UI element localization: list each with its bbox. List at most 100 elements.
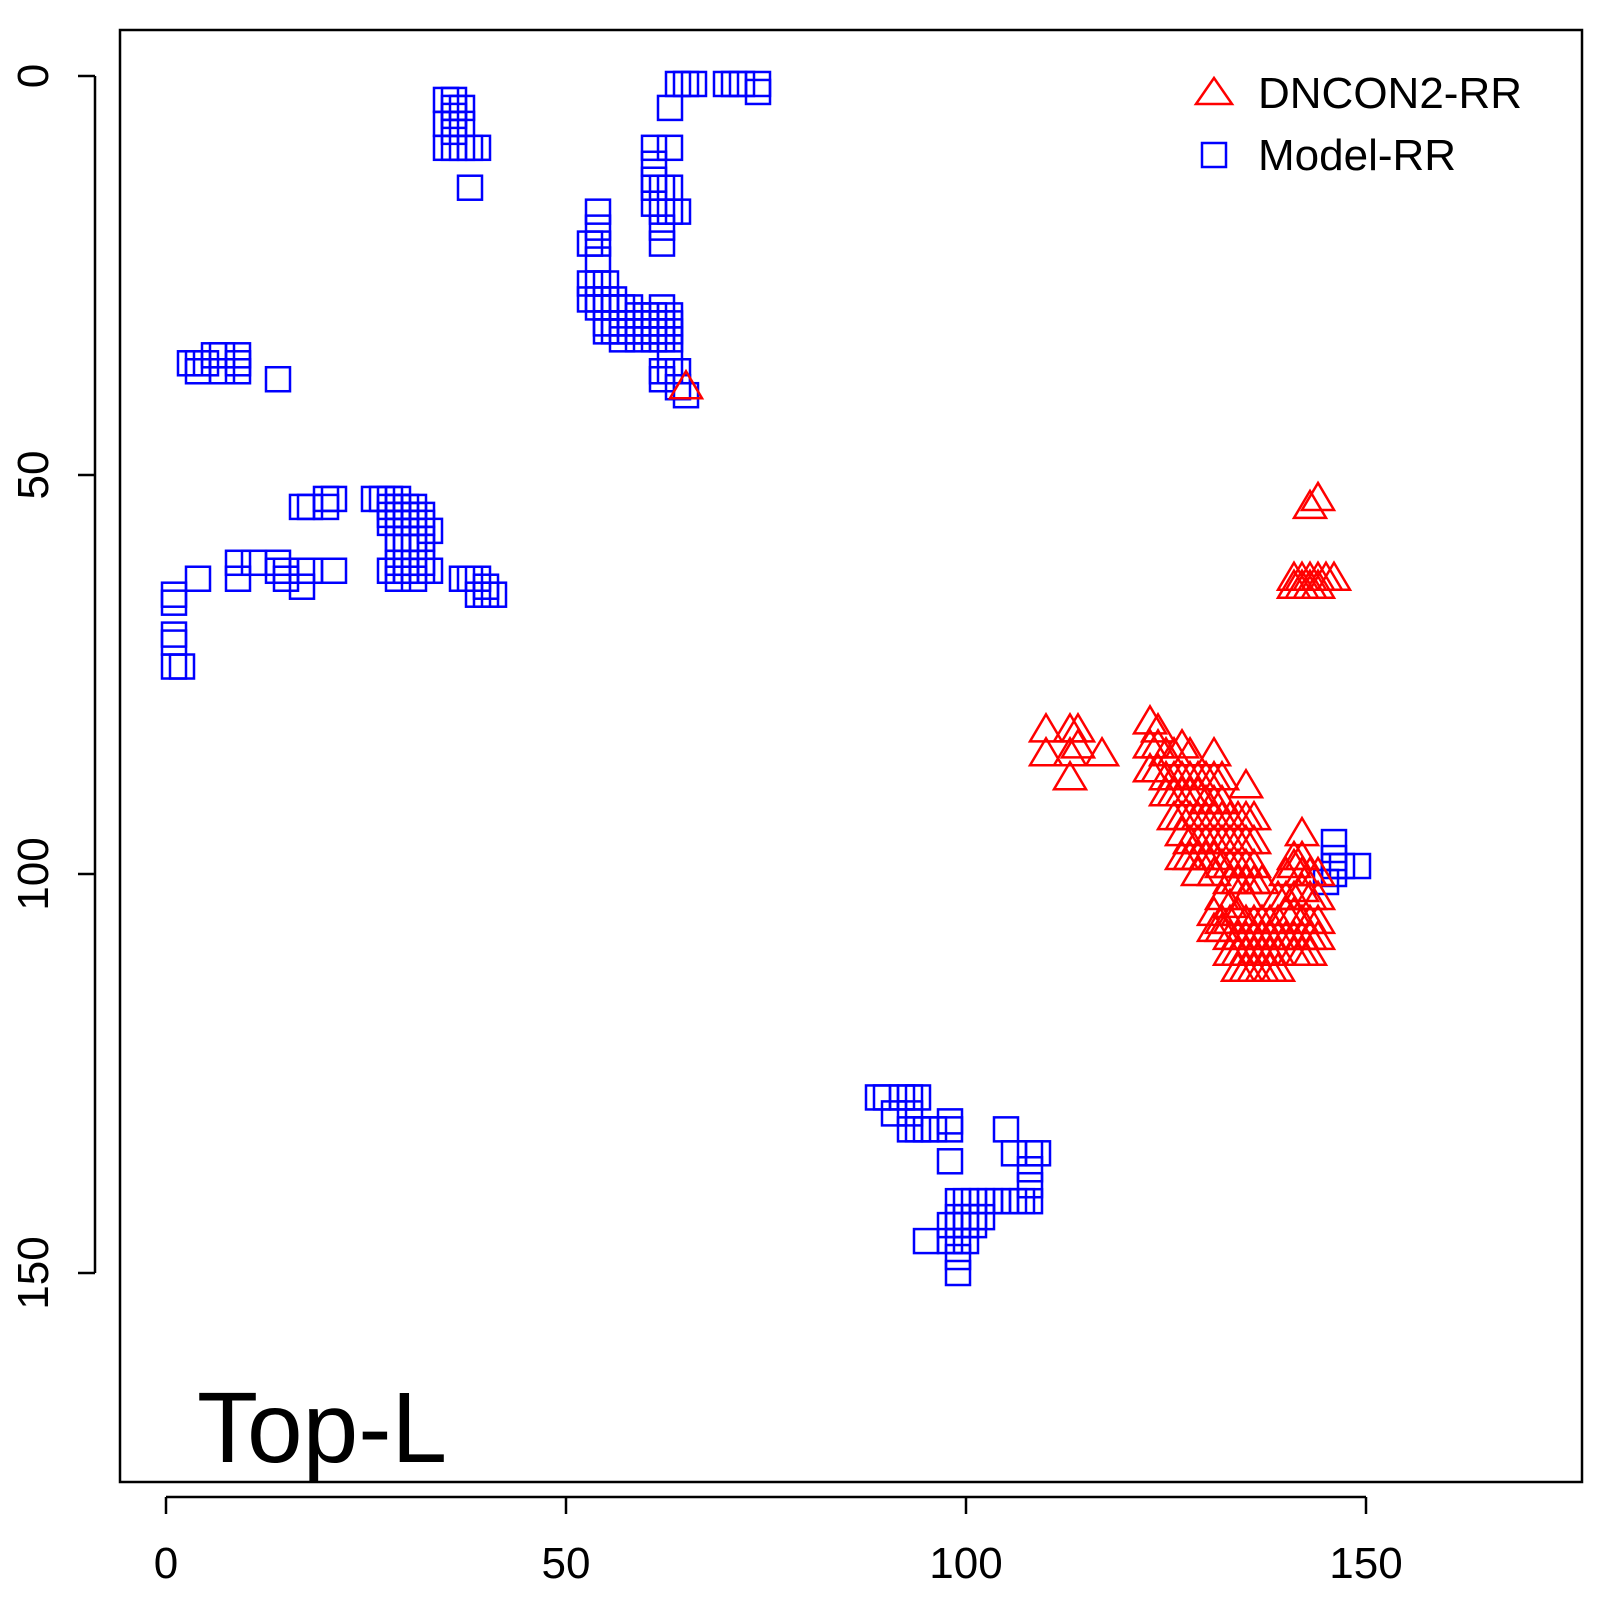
- model-rr-point: [656, 318, 684, 345]
- model-rr-point: [240, 549, 268, 577]
- model-rr-point: [400, 493, 428, 521]
- model-rr-point: [184, 350, 212, 377]
- dncon2-rr-point: [1027, 735, 1065, 767]
- model-rr-point: [184, 358, 212, 385]
- dncon2-rr-point: [1163, 727, 1201, 759]
- model-rr-point: [648, 230, 676, 257]
- model-rr-point: [952, 1187, 980, 1215]
- model-rr-point: [392, 549, 420, 577]
- model-rr-point: [168, 653, 196, 680]
- model-rr-point: [648, 365, 676, 393]
- model-rr-point: [440, 118, 468, 146]
- model-rr-point: [912, 1227, 940, 1255]
- model-rr-point: [936, 1148, 964, 1175]
- model-rr-point: [184, 565, 212, 592]
- model-rr-point: [600, 286, 628, 313]
- model-rr-point: [464, 581, 492, 608]
- model-rr-point: [408, 501, 436, 529]
- model-rr-point: [400, 549, 428, 577]
- model-rr-point: [224, 358, 252, 385]
- model-rr-point: [288, 573, 316, 600]
- model-rr-point: [160, 621, 188, 648]
- model-rr-point: [448, 134, 476, 162]
- model-rr-point: [264, 549, 292, 577]
- model-rr-point: [656, 302, 684, 329]
- model-rr-point: [312, 485, 340, 513]
- model-rr-point: [264, 365, 292, 393]
- x-tick-label: 100: [929, 1539, 1002, 1588]
- model-rr-point: [640, 326, 668, 353]
- dncon2-rr-point: [1139, 727, 1177, 759]
- model-rr-point: [968, 1187, 996, 1215]
- model-rr-point: [384, 525, 412, 553]
- dncon2-rr-point: [1051, 735, 1089, 767]
- y-tick-label: 100: [9, 837, 58, 910]
- model-rr-point: [200, 342, 228, 369]
- dncon2-rr-point: [1131, 703, 1169, 735]
- model-rr-point: [656, 198, 684, 225]
- dncon2-rr-point: [1275, 895, 1313, 927]
- model-rr-point: [440, 102, 468, 130]
- dncon2-rr-point: [1203, 759, 1241, 791]
- model-rr-point: [1344, 852, 1372, 880]
- model-rr-point: [624, 326, 652, 353]
- model-rr-point: [472, 581, 500, 608]
- model-rr-point: [576, 230, 604, 257]
- model-rr-point: [608, 318, 636, 345]
- dncon2-rr-point: [1195, 855, 1233, 887]
- model-rr-point: [920, 1116, 948, 1143]
- model-rr-point: [584, 294, 612, 321]
- model-rr-point: [392, 557, 420, 585]
- model-rr-point: [400, 557, 428, 585]
- model-rr-point: [368, 485, 396, 513]
- model-rr-point: [408, 549, 436, 577]
- model-rr-point: [944, 1187, 972, 1215]
- model-rr-point: [640, 134, 668, 162]
- model-rr-point: [656, 310, 684, 337]
- model-rr-point: [288, 557, 316, 585]
- model-rr-point: [296, 493, 324, 521]
- model-rr-point: [912, 1116, 940, 1143]
- model-rr-point: [192, 350, 220, 377]
- model-rr-point: [600, 310, 628, 337]
- model-rr-point: [1024, 1140, 1052, 1167]
- model-rr-point: [592, 294, 620, 321]
- model-rr-point: [320, 557, 348, 585]
- legend-label-dncon2-rr: DNCON2-RR: [1258, 69, 1522, 118]
- dncon2-rr-point: [1315, 560, 1353, 591]
- dncon2-rr-point: [1195, 895, 1233, 927]
- model-rr-point: [656, 94, 684, 122]
- dncon2-rr-point: [1275, 847, 1313, 879]
- x-axis: 0 50 100 150: [154, 1495, 1403, 1588]
- model-rr-point: [904, 1116, 932, 1143]
- model-rr-point: [400, 565, 428, 592]
- model-rr-point: [592, 310, 620, 337]
- model-rr-point: [576, 286, 604, 313]
- dncon2-rr-point: [1235, 847, 1273, 879]
- dncon2-rr-point: [1299, 879, 1337, 911]
- model-rr-point: [272, 565, 300, 592]
- model-rr-point: [616, 310, 644, 337]
- model-rr-point: [656, 326, 684, 353]
- model-rr-point: [944, 1243, 972, 1271]
- model-rr-point: [896, 1116, 924, 1143]
- model-rr-point: [648, 294, 676, 321]
- model-rr-point: [208, 342, 236, 369]
- model-rr-point: [960, 1187, 988, 1215]
- model-rr-point: [640, 150, 668, 178]
- model-rr-point: [1016, 1140, 1044, 1167]
- model-rr-point: [864, 1084, 892, 1111]
- model-rr-point: [936, 1116, 964, 1143]
- model-rr-point: [944, 1227, 972, 1255]
- model-rr-point: [984, 1187, 1012, 1215]
- dncon2-rr-point: [1283, 839, 1321, 871]
- model-rr-point: [664, 70, 692, 98]
- model-rr-point: [1000, 1140, 1028, 1167]
- model-rr-point: [376, 485, 404, 513]
- model-rr-point: [384, 493, 412, 521]
- model-rr-point: [936, 1227, 964, 1255]
- model-rr-point: [392, 501, 420, 529]
- dncon2-rr-point: [1259, 951, 1297, 983]
- model-rr-point: [944, 1259, 972, 1287]
